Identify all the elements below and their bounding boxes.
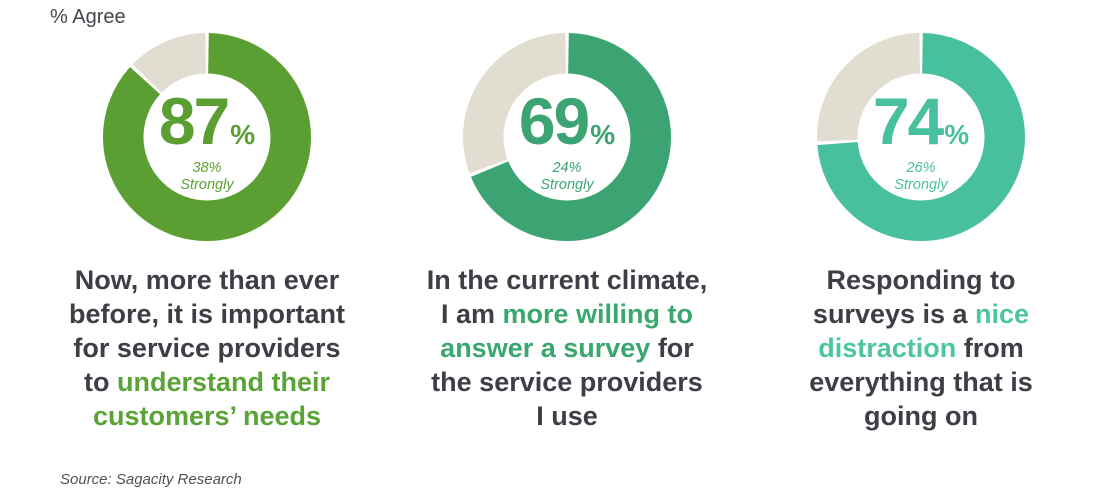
donut-ring-value <box>817 33 1025 241</box>
donut-column-2: 69 % 24% Strongly In the current climate… <box>402 33 732 433</box>
donut-ring-value <box>463 33 671 241</box>
caption-line: for service providers <box>42 331 372 365</box>
caption-line: customers’ needs <box>42 399 372 433</box>
percent-sign: % <box>230 119 256 151</box>
donut-svg <box>103 33 311 241</box>
caption-line: Responding to <box>756 263 1086 297</box>
caption-line: to understand their <box>42 365 372 399</box>
caption-line: In the current climate, <box>402 263 732 297</box>
donut-center-text: 74 % 26% Strongly <box>817 33 1025 241</box>
caption-text: In the current climate, <box>426 265 708 295</box>
strongly-label: Strongly <box>180 177 234 193</box>
caption-text: going on <box>864 401 978 431</box>
caption-highlight-text: distraction <box>818 333 957 363</box>
percent-sign: % <box>590 119 616 151</box>
caption-text: for <box>650 333 694 363</box>
donut-column-1: 87 % 38% Strongly Now, more than ever bef… <box>42 33 372 433</box>
caption-line: I use <box>402 399 732 433</box>
caption-text: from <box>956 333 1024 363</box>
percent-sign: % <box>944 119 970 151</box>
caption-line: going on <box>756 399 1086 433</box>
caption-line: Now, more than ever <box>42 263 372 297</box>
caption-line: surveys is a nice <box>756 297 1086 331</box>
donut-ring-remainder <box>463 33 671 241</box>
donut-caption-1: Now, more than ever before, it is importa… <box>42 263 372 433</box>
donut-center-text: 87 % 38% Strongly <box>103 33 311 241</box>
agree-percent-value: 87 <box>158 84 230 159</box>
caption-text: Responding to <box>826 265 1016 295</box>
donut-caption-3: Responding to surveys is a nice distractio… <box>756 263 1086 433</box>
caption-highlight-text: nice <box>975 299 1030 329</box>
agree-percent-value: 74 <box>872 84 944 159</box>
caption-highlight-text: more willing to <box>502 299 694 329</box>
agree-percent-value: 69 <box>518 84 590 159</box>
strongly-percent: 24% <box>552 160 582 177</box>
caption-text: for service providers <box>73 333 341 363</box>
caption-highlight-text: understand their <box>116 367 331 397</box>
caption-line: everything that is <box>756 365 1086 399</box>
donut-caption-2: In the current climate, I am more willing… <box>402 263 732 433</box>
caption-text: before, it is important <box>68 299 346 329</box>
caption-highlight-text: customers’ needs <box>92 401 322 431</box>
caption-line: before, it is important <box>42 297 372 331</box>
donut-chart-2: 69 % 24% Strongly <box>463 33 671 241</box>
caption-text: Now, more than ever <box>74 265 340 295</box>
strongly-label: Strongly <box>540 177 594 193</box>
donut-center-text: 69 % 24% Strongly <box>463 33 671 241</box>
caption-line: answer a survey for <box>402 331 732 365</box>
caption-highlight-text: answer a survey <box>440 333 651 363</box>
donut-ring-value <box>103 33 311 241</box>
donut-svg <box>817 33 1025 241</box>
strongly-percent: 38% <box>192 160 222 177</box>
caption-text: I am <box>440 299 503 329</box>
caption-line: I am more willing to <box>402 297 732 331</box>
donut-chart-1: 87 % 38% Strongly <box>103 33 311 241</box>
source-attribution: Source: Sagacity Research <box>60 471 242 488</box>
strongly-percent: 26% <box>906 160 936 177</box>
caption-line: distraction from <box>756 331 1086 365</box>
caption-text: to <box>83 367 117 397</box>
caption-text: I use <box>536 401 598 431</box>
caption-line: the service providers <box>402 365 732 399</box>
donut-ring-remainder <box>817 33 1025 241</box>
caption-text: everything that is <box>809 367 1033 397</box>
donut-chart-3: 74 % 26% Strongly <box>817 33 1025 241</box>
strongly-label: Strongly <box>894 177 948 193</box>
caption-text: surveys is a <box>812 299 976 329</box>
chart-unit-label: % Agree <box>50 6 126 28</box>
donut-column-3: 74 % 26% Strongly Responding to surveys i… <box>756 33 1086 433</box>
caption-text: the service providers <box>431 367 703 397</box>
donut-svg <box>463 33 671 241</box>
